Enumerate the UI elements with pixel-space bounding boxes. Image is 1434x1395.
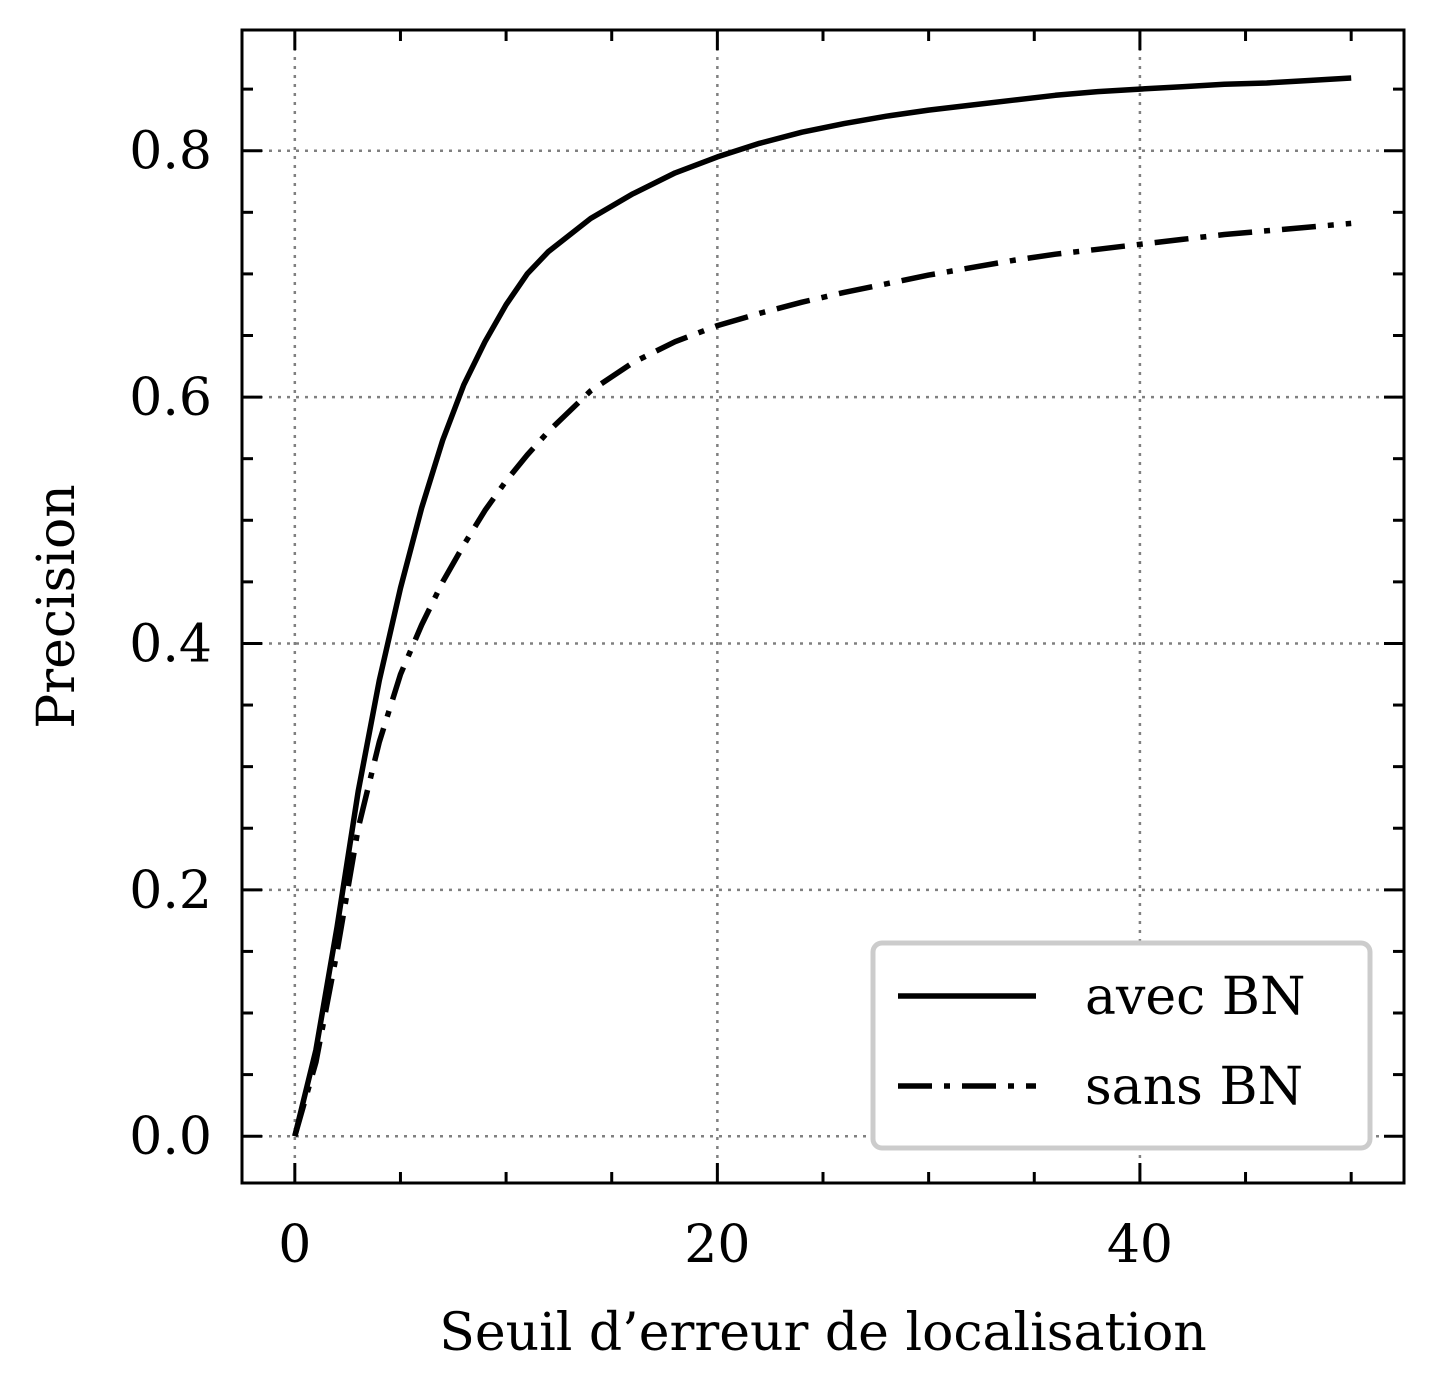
- grid: [242, 30, 1404, 1183]
- series-line-avec-bn: [292, 75, 1352, 1137]
- x-tick-label: 20: [684, 1215, 750, 1275]
- y-tick-label: 0.6: [129, 368, 212, 428]
- x-tick-label: 40: [1107, 1215, 1173, 1275]
- y-tick-label: 0.0: [129, 1107, 212, 1167]
- y-tick-label: 0.2: [129, 861, 212, 921]
- legend: avec BN sans BN: [870, 940, 1373, 1151]
- tick-labels: 0 20 40 0.0 0.2 0.4 0.6 0.8: [129, 122, 1173, 1275]
- x-axis-label: Seuil d’erreur de localisation: [439, 1303, 1207, 1363]
- y-axis-label: Precision: [27, 484, 87, 729]
- x-tick-label: 0: [278, 1215, 311, 1275]
- axis-ticks: [242, 30, 1404, 1183]
- legend-label-sans-bn: sans BN: [1085, 1057, 1303, 1117]
- y-tick-label: 0.4: [129, 614, 212, 674]
- plot-frame: [240, 28, 1406, 1185]
- legend-label-avec-bn: avec BN: [1085, 967, 1306, 1027]
- series-lines: [292, 75, 1352, 1137]
- y-tick-label: 0.8: [129, 122, 212, 182]
